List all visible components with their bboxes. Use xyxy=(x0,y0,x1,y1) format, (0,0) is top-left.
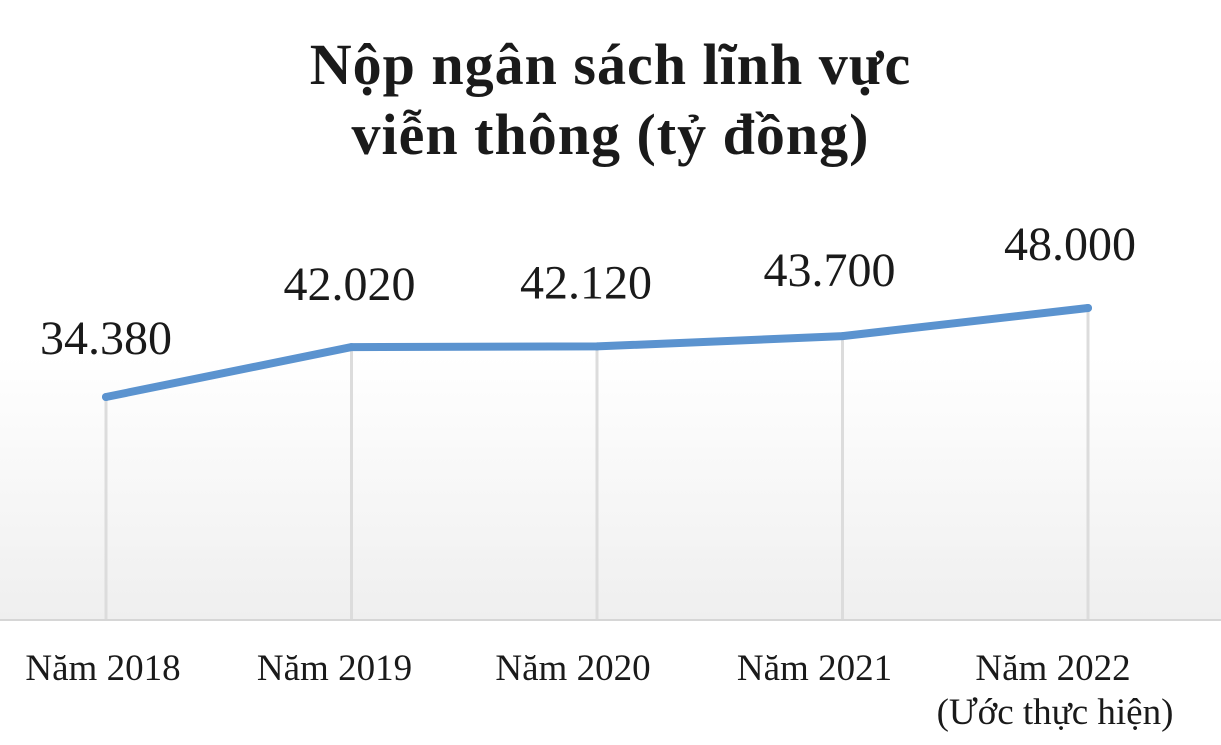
x-tick-label: Năm 2020 xyxy=(495,648,650,689)
data-point xyxy=(593,342,601,351)
data-point xyxy=(838,332,847,341)
data-point xyxy=(347,343,356,352)
data-label: 42.020 xyxy=(284,258,416,311)
data-point xyxy=(102,393,110,401)
x-tick-label: Năm 2018 xyxy=(25,648,180,689)
x-tick-label: (Ước thực hiện) xyxy=(937,692,1174,733)
x-tick-label: Năm 2022 xyxy=(975,648,1130,689)
x-axis-tick-labels: Năm 2018 Năm 2019 Năm 2020 Năm 2021 Năm 2022… xyxy=(25,648,1173,733)
plot-background xyxy=(0,355,1221,619)
data-label: 48.000 xyxy=(1004,218,1136,271)
chart-title: Nộp ngân sách lĩnh vực viễn thông (tỷ đồ… xyxy=(0,30,1221,170)
chart-title-line-1: Nộp ngân sách lĩnh vực xyxy=(309,32,912,97)
data-label: 42.120 xyxy=(520,256,652,309)
data-label: 43.700 xyxy=(764,244,896,297)
grid-lines xyxy=(104,308,1090,620)
x-tick-label: Năm 2019 xyxy=(257,648,412,689)
x-tick-label: Năm 2021 xyxy=(737,648,892,689)
value-labels: 34.380 42.020 42.120 43.700 48.000 xyxy=(40,218,1136,365)
data-label: 34.380 xyxy=(40,312,172,365)
series-line-group xyxy=(102,304,1092,401)
chart-title-line-2: viễn thông (tỷ đồng) xyxy=(351,102,870,167)
data-point xyxy=(1084,304,1092,312)
